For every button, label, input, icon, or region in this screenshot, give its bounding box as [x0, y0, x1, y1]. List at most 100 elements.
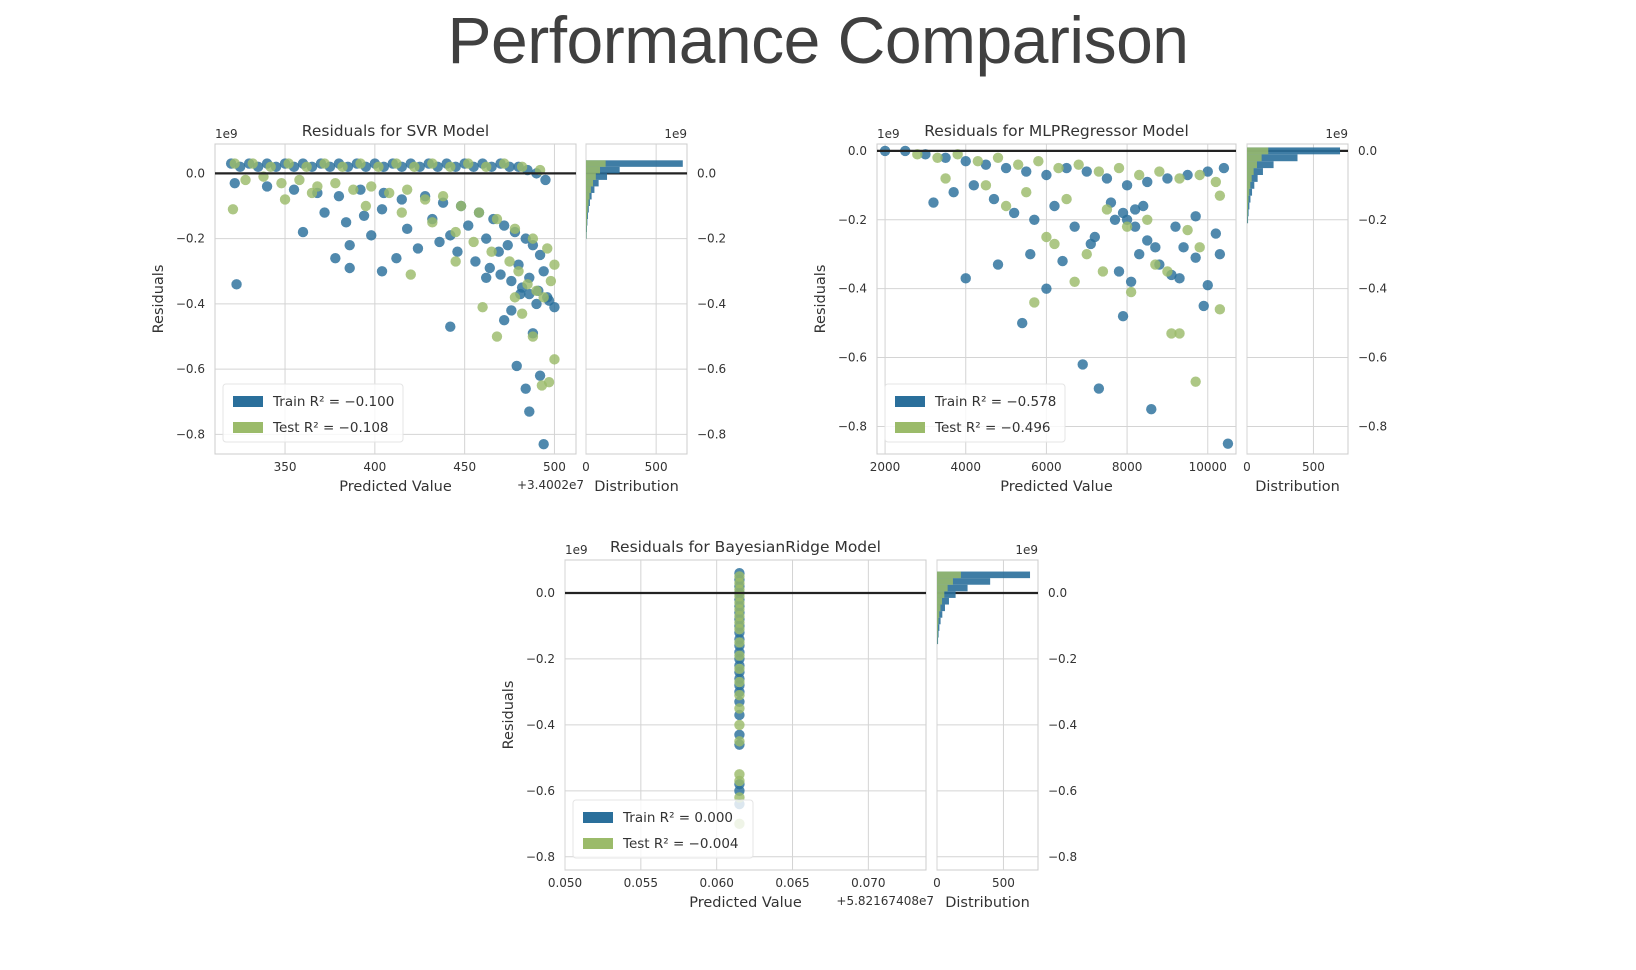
train-point	[992, 259, 1004, 270]
train-histogram-bar	[1247, 161, 1274, 169]
test-point	[509, 292, 521, 303]
test-histogram-bar	[1247, 147, 1269, 155]
train-point	[1142, 235, 1153, 246]
train-point	[401, 223, 413, 235]
train-point	[229, 177, 240, 189]
test-point	[549, 354, 560, 365]
legend-train-swatch	[895, 396, 925, 407]
train-point	[297, 226, 309, 238]
test-point	[549, 259, 560, 270]
train-histogram-bar	[1247, 154, 1298, 162]
y-tick-label: −0.2	[526, 652, 555, 666]
train-histogram-bar	[1247, 168, 1263, 175]
train-point	[452, 246, 463, 257]
test-point	[734, 703, 745, 714]
train-point	[1000, 162, 1012, 174]
y-scale-label: 1e9	[877, 127, 900, 141]
test-point	[330, 177, 341, 189]
test-point	[240, 174, 251, 186]
test-point	[463, 158, 474, 169]
x-tick-label: 0.055	[624, 876, 658, 890]
train-point	[1029, 214, 1040, 225]
test-point	[734, 663, 745, 675]
test-point	[373, 161, 384, 173]
train-point	[1008, 207, 1020, 219]
test-point	[1142, 214, 1153, 225]
test-point	[1150, 259, 1161, 270]
distribution-plot-frame	[1246, 143, 1349, 455]
x-tick-label: 0.070	[851, 876, 885, 890]
train-point	[319, 207, 330, 218]
test-point	[1029, 297, 1040, 308]
y-tick-label: 0.0	[536, 586, 555, 600]
test-point	[1073, 159, 1084, 170]
test-point	[247, 158, 258, 169]
train-histogram-bar	[1247, 175, 1258, 182]
test-histogram-bar	[586, 173, 596, 180]
legend-test-label: Test R² = −0.108	[272, 420, 389, 436]
train-point	[980, 159, 992, 170]
test-histogram-bar	[1247, 168, 1254, 175]
train-point	[531, 298, 542, 310]
test-point	[734, 624, 745, 635]
train-point	[1049, 200, 1060, 212]
train-histogram-bar	[937, 571, 1031, 579]
scatter-points	[879, 145, 1234, 449]
y-axis-label: Residuals	[813, 265, 829, 334]
train-point	[1021, 166, 1032, 177]
train-histogram-bar	[586, 160, 683, 167]
test-point	[1166, 328, 1177, 339]
test-point	[265, 161, 276, 173]
distribution-y-tick-label: −0.2	[697, 232, 726, 246]
train-point	[988, 193, 1000, 205]
test-histogram-bar	[1247, 154, 1262, 162]
distribution-axis-label: Distribution	[945, 895, 1030, 911]
x-axis-label: Predicted Value	[689, 895, 802, 911]
train-point	[340, 217, 352, 228]
train-point	[463, 220, 474, 231]
train-point	[1146, 404, 1157, 415]
test-point	[734, 637, 745, 648]
test-point	[276, 177, 287, 189]
x-axis-label: Predicted Value	[339, 479, 452, 495]
train-point	[1214, 249, 1226, 260]
test-point	[437, 191, 449, 202]
train-point	[376, 266, 388, 277]
train-point	[506, 275, 517, 287]
test-histogram-bar	[1247, 188, 1250, 196]
test-point	[1113, 162, 1125, 174]
test-histogram-bar	[586, 206, 588, 213]
x-tick-label: 10000	[1189, 460, 1227, 474]
distribution-y-tick-label: −0.4	[1048, 718, 1077, 732]
train-point	[524, 406, 535, 417]
train-point	[520, 383, 531, 394]
train-point	[1198, 300, 1209, 312]
train-point	[1057, 255, 1068, 267]
distribution-y-tick-label: −0.6	[1048, 784, 1077, 798]
test-point	[450, 256, 461, 267]
test-histogram-bar	[586, 219, 587, 226]
train-point	[502, 239, 513, 251]
y-tick-label: −0.2	[838, 213, 867, 227]
test-point	[1012, 159, 1024, 170]
test-point	[531, 285, 542, 297]
train-point	[288, 184, 300, 195]
test-point	[1000, 200, 1012, 212]
legend-test-swatch	[583, 838, 613, 849]
test-histogram-bar	[1247, 202, 1249, 210]
test-histogram-bar	[586, 179, 594, 187]
train-histogram-bar	[1247, 195, 1251, 203]
chart-title: Residuals for BayesianRidge Model	[610, 538, 881, 556]
page-title: Performance Comparison	[447, 3, 1189, 77]
train-histogram-bar	[586, 173, 608, 180]
x-tick-label: 500	[543, 460, 566, 474]
train-point	[1109, 214, 1121, 225]
test-point	[1194, 169, 1205, 181]
test-point	[513, 266, 524, 277]
train-point	[484, 262, 495, 274]
y-tick-label: 0.0	[186, 166, 205, 180]
train-histogram-bar	[937, 584, 968, 592]
test-point	[734, 775, 745, 787]
train-point	[333, 191, 345, 202]
test-histogram-bar	[1247, 195, 1249, 203]
